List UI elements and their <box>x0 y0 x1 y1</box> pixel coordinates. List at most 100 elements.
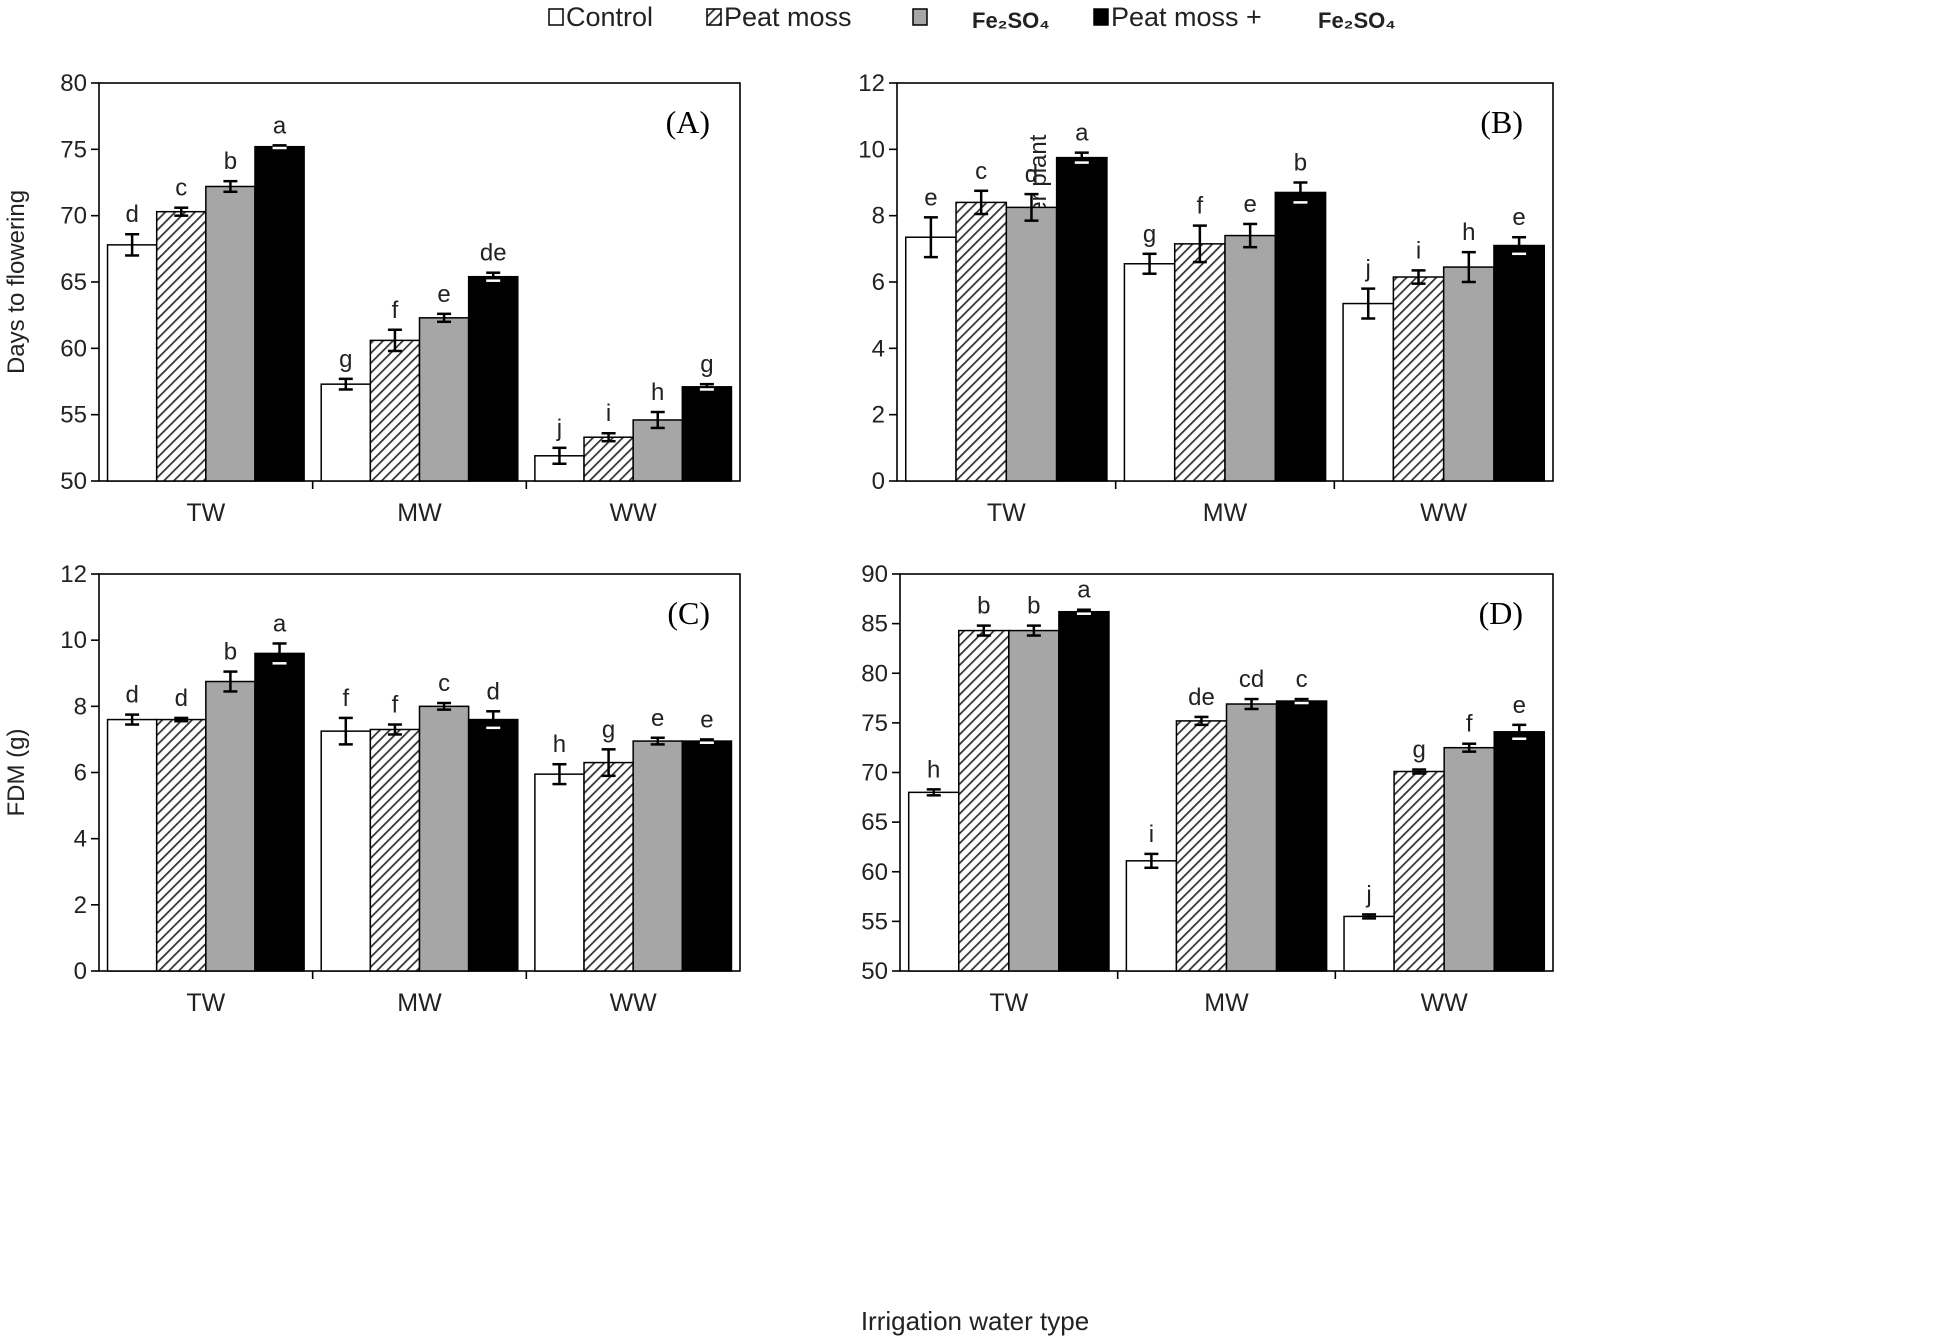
bar-fe <box>632 419 684 482</box>
significance-letter: d <box>1025 161 1038 188</box>
bar-combo <box>467 275 519 482</box>
bar-combo <box>254 652 305 972</box>
legend-item-control: Control <box>548 2 653 32</box>
bar-peat <box>1175 720 1228 972</box>
x-tick-label: MW <box>1204 989 1249 1017</box>
bar-peat <box>1173 243 1226 482</box>
bar-control <box>534 773 585 972</box>
significance-letter: i <box>1416 237 1421 264</box>
y-axis-title: FDM (g) <box>3 729 30 817</box>
bar-combo <box>1493 731 1546 972</box>
significance-letter: a <box>273 112 287 139</box>
x-tick-label: TW <box>989 989 1028 1017</box>
y-tick-label: 75 <box>861 710 888 737</box>
significance-letter: h <box>927 756 940 783</box>
significance-letter: f <box>1197 193 1204 220</box>
x-tick-label: TW <box>186 989 225 1017</box>
x-tick-label: WW <box>610 499 658 527</box>
panel-2: 024681012Number of flowers per plant(B)T… <box>858 70 1554 527</box>
significance-letter: h <box>1462 219 1475 246</box>
significance-letter: i <box>606 400 611 427</box>
significance-letter: h <box>651 379 664 406</box>
bar-peat <box>958 629 1010 972</box>
panel-4: 505560657075808590Survival (%)(D)TWhbbaM… <box>861 561 1554 1017</box>
significance-letter: cd <box>1239 666 1264 693</box>
significance-letter: e <box>1243 191 1256 218</box>
significance-letter: d <box>125 201 138 228</box>
bar-fe <box>1224 234 1277 482</box>
significance-letter: j <box>1365 256 1371 283</box>
y-tick-label: 60 <box>60 335 87 362</box>
bar-fe <box>205 680 256 972</box>
bar-fe <box>1008 629 1060 972</box>
y-tick-label: 65 <box>60 269 87 296</box>
bar-control <box>907 791 960 972</box>
panel-label: (C) <box>667 595 710 631</box>
y-tick-label: 6 <box>74 760 87 787</box>
significance-letter: e <box>924 184 937 211</box>
significance-letter: b <box>1027 593 1040 620</box>
y-tick-label: 90 <box>861 561 888 588</box>
y-tick-label: 55 <box>60 402 87 429</box>
bar-control <box>320 730 372 972</box>
x-tick-label: MW <box>1203 499 1248 527</box>
bar-fe <box>418 705 470 972</box>
y-tick-label: 4 <box>872 335 885 362</box>
bar-fe <box>418 317 470 482</box>
significance-letter: f <box>392 692 399 719</box>
significance-letter: h <box>553 731 566 758</box>
significance-letter: i <box>1149 821 1154 848</box>
y-tick-label: 2 <box>74 892 87 919</box>
significance-letter: c <box>1296 666 1308 693</box>
bar-control <box>1343 915 1395 972</box>
bar-fe <box>1005 206 1058 482</box>
x-tick-label: WW <box>1421 989 1469 1017</box>
y-tick-label: 55 <box>861 908 888 935</box>
panel-1: 50 55 60 65 70 75 80 Days to flowering (A) TW d c b a… <box>3 70 741 527</box>
significance-letter: f <box>392 297 399 324</box>
y-tick-label: 65 <box>861 809 888 836</box>
significance-letter: e <box>437 281 450 308</box>
legend-swatch-control <box>548 8 564 26</box>
bar-peat <box>155 718 207 972</box>
x-tick-label: MW <box>397 499 442 527</box>
significance-letter: g <box>1412 737 1425 764</box>
significance-letter: de <box>480 240 507 267</box>
bar-fe <box>1225 703 1278 972</box>
bar-peat <box>369 339 421 482</box>
bar-peat <box>369 728 421 972</box>
significance-letter: e <box>651 705 664 732</box>
significance-letter: f <box>342 685 349 712</box>
significance-letter: a <box>273 610 287 637</box>
y-tick-label: 70 <box>861 760 888 787</box>
legend-label-combo-fe: Fe₂SO₄ <box>1318 8 1396 33</box>
y-tick-label: 12 <box>858 70 885 97</box>
bar-fe <box>1443 746 1495 972</box>
x-tick-label: WW <box>610 989 658 1017</box>
significance-letter: b <box>224 639 237 666</box>
significance-letter: b <box>1294 150 1307 177</box>
bar-peat <box>1392 276 1445 482</box>
significance-letter: b <box>224 148 237 175</box>
legend-label-fe: Fe₂SO₄ <box>972 8 1050 33</box>
significance-letter: j <box>556 415 562 442</box>
bar-combo <box>1055 156 1108 482</box>
y-tick-label: 85 <box>861 611 888 638</box>
y-tick-label: 10 <box>60 627 87 654</box>
legend: Control Peat moss Fe₂SO₄ Peat moss + Fe₂… <box>548 2 1396 33</box>
significance-letter: g <box>1143 221 1156 248</box>
significance-letter: de <box>1188 684 1215 711</box>
y-tick-label: 12 <box>60 561 87 588</box>
x-axis-title: Irrigation water type <box>861 1306 1089 1336</box>
panel-label: (B) <box>1480 104 1523 140</box>
bar-control <box>1125 860 1178 972</box>
panel-label: (A) <box>666 104 710 140</box>
significance-letter: b <box>977 593 990 620</box>
bar-combo <box>1493 244 1546 482</box>
bar-peat <box>583 436 634 482</box>
x-tick-label: TW <box>987 499 1026 527</box>
x-tick-label: MW <box>397 989 442 1017</box>
legend-swatch-fe <box>912 8 928 26</box>
